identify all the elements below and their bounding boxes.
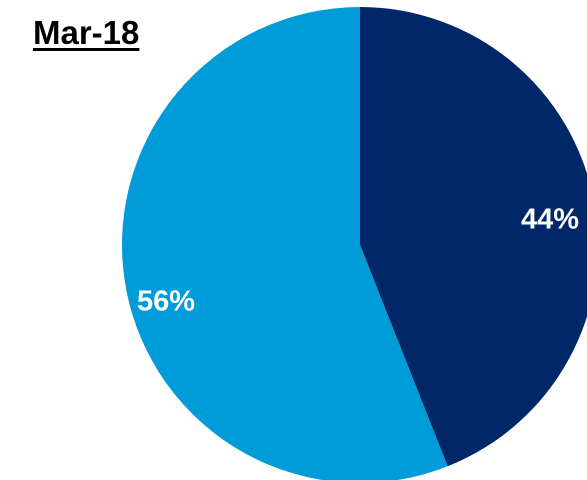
slice-label-1: 44%	[521, 204, 579, 236]
pie-slice-2	[122, 7, 448, 480]
pie-slice-1	[360, 7, 587, 467]
pie-labels: 44% 56%	[137, 204, 579, 318]
slice-label-2: 56%	[137, 286, 195, 318]
pie-slices	[122, 7, 587, 480]
chart-title: Mar-18	[33, 14, 140, 51]
